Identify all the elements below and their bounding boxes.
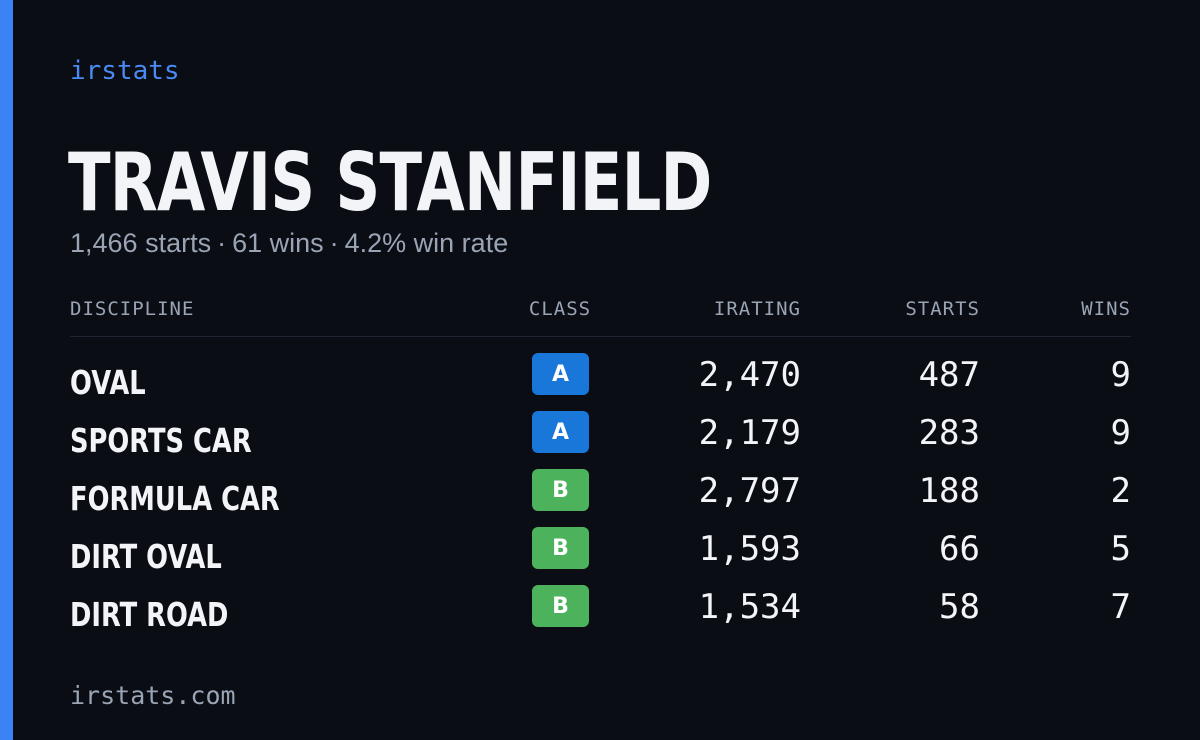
discipline-name: OVAL	[70, 363, 146, 402]
wins-value: 7	[1110, 587, 1131, 627]
player-summary: 1,466 starts · 61 wins · 4.2% win rate	[70, 228, 508, 259]
column-header-discipline: DISCIPLINE	[70, 298, 195, 320]
class-badge: A	[532, 411, 589, 453]
starts-summary: 1,466 starts	[70, 228, 212, 258]
column-header-irating: IRATING	[713, 298, 801, 320]
win-rate-summary: 4.2% win rate	[344, 228, 509, 258]
accent-bar	[0, 0, 13, 740]
table-row: SPORTS CAR A 2,179 283 9	[70, 411, 1131, 469]
irating-value: 1,534	[698, 587, 801, 627]
starts-value: 487	[918, 355, 980, 395]
table-header: DISCIPLINE CLASS IRATING STARTS WINS	[70, 298, 1131, 337]
irating-value: 2,797	[698, 471, 801, 511]
discipline-name: SPORTS CAR	[70, 421, 252, 460]
footer-url: irstats.com	[70, 681, 236, 710]
table-row: DIRT ROAD B 1,534 58 7	[70, 585, 1131, 643]
class-badge: B	[532, 585, 589, 627]
brand-logo-text: irstats	[70, 56, 180, 86]
discipline-name: FORMULA CAR	[70, 479, 280, 518]
wins-value: 2	[1110, 471, 1131, 511]
separator: ·	[217, 228, 227, 258]
class-badge: B	[532, 527, 589, 569]
discipline-name: DIRT OVAL	[70, 537, 222, 576]
player-name: TRAVIS STANFIELD	[68, 136, 712, 229]
irating-value: 2,470	[698, 355, 801, 395]
starts-value: 58	[939, 587, 980, 627]
wins-value: 9	[1110, 413, 1131, 453]
discipline-name: DIRT ROAD	[70, 595, 229, 634]
separator: ·	[329, 228, 339, 258]
class-badge: A	[532, 353, 589, 395]
wins-value: 5	[1110, 529, 1131, 569]
starts-value: 188	[918, 471, 980, 511]
table-body: OVAL A 2,470 487 9 SPORTS CAR A 2,179 28…	[70, 337, 1131, 643]
column-header-wins: WINS	[1081, 298, 1131, 320]
table-row: FORMULA CAR B 2,797 188 2	[70, 469, 1131, 527]
table-row: OVAL A 2,470 487 9	[70, 353, 1131, 411]
column-header-starts: STARTS	[905, 298, 980, 320]
irating-value: 2,179	[698, 413, 801, 453]
column-header-class: CLASS	[528, 298, 592, 320]
wins-summary: 61 wins	[232, 228, 324, 258]
starts-value: 283	[918, 413, 980, 453]
class-badge: B	[532, 469, 589, 511]
starts-value: 66	[939, 529, 980, 569]
wins-value: 9	[1110, 355, 1131, 395]
irating-value: 1,593	[698, 529, 801, 569]
table-row: DIRT OVAL B 1,593 66 5	[70, 527, 1131, 585]
discipline-table: DISCIPLINE CLASS IRATING STARTS WINS OVA…	[70, 298, 1131, 643]
